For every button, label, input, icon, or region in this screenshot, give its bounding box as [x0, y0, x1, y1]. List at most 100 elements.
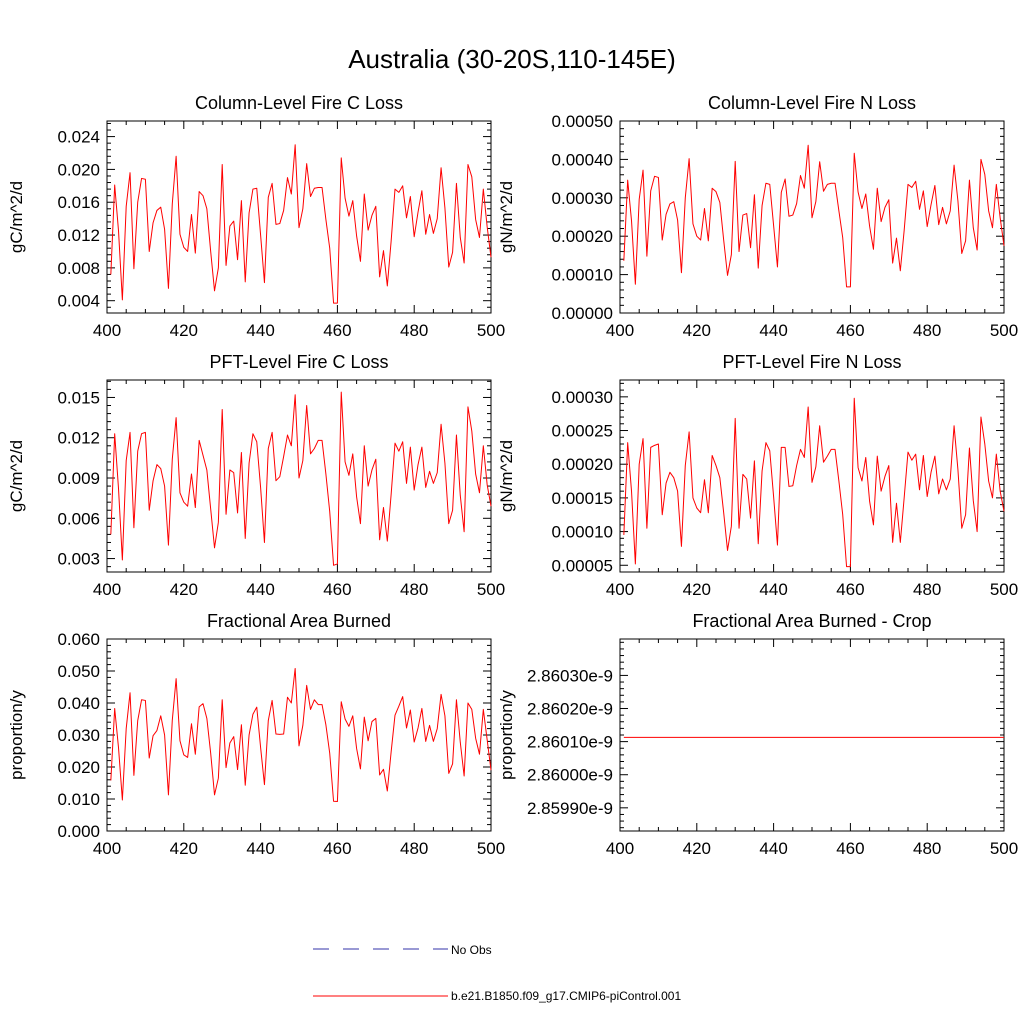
x-tick-label: 400 — [93, 839, 121, 858]
y-tick-label: 0.003 — [57, 550, 100, 569]
x-tick-label: 460 — [836, 321, 864, 340]
chart-panel-5: 400 420 440 460 480 500 0.000 0.010 0.020 0.030 0.… — [7, 611, 505, 858]
y-tick-label: 0.00050 — [552, 112, 613, 131]
x-tick-label: 460 — [836, 839, 864, 858]
x-tick-label: 460 — [323, 321, 351, 340]
y-tick-label: 0.012 — [57, 429, 100, 448]
y-tick-label: 0.030 — [57, 726, 100, 745]
y-tick-label: 2.85990e-9 — [527, 799, 613, 818]
y-tick-label: 2.86020e-9 — [527, 700, 613, 719]
panel-title: Column-Level Fire N Loss — [708, 93, 916, 113]
series-line — [623, 397, 1005, 568]
series-line — [623, 144, 1005, 288]
legend-label-model: b.e21.B1850.f09_g17.CMIP6-piControl.001 — [451, 989, 681, 1003]
x-tick-label: 440 — [246, 839, 274, 858]
y-tick-label: 0.00030 — [552, 388, 613, 407]
chart-panel-3: 400 420 440 460 480 500 0.003 0.006 0.009 0.012 0.… — [7, 352, 505, 599]
y-tick-label: 0.024 — [57, 128, 100, 147]
legend: No Obs b.e21.B1850.f09_g17.CMIP6-piContro… — [313, 943, 681, 1003]
x-tick-label: 440 — [759, 839, 787, 858]
panel-title: PFT-Level Fire C Loss — [209, 352, 388, 372]
x-tick-label: 480 — [400, 839, 428, 858]
series-line — [110, 144, 492, 304]
chart-panel-4: 400 420 440 460 480 500 0.00005 0.00010 0.00015 0… — [497, 352, 1018, 599]
y-tick-label: 0.00005 — [552, 556, 613, 575]
y-tick-label: 0.004 — [57, 292, 100, 311]
x-tick-label: 400 — [606, 839, 634, 858]
x-tick-label: 440 — [759, 321, 787, 340]
x-tick-label: 480 — [400, 321, 428, 340]
y-axis-label: gC/m^2/d — [7, 181, 26, 253]
x-tick-label: 420 — [683, 580, 711, 599]
x-tick-label: 420 — [170, 321, 198, 340]
x-tick-label: 500 — [477, 839, 505, 858]
y-tick-label: 0.00000 — [552, 304, 613, 323]
y-tick-label: 0.015 — [57, 388, 100, 407]
legend-label-no-obs: No Obs — [451, 943, 492, 957]
y-tick-label: 0.00020 — [552, 455, 613, 474]
panel-title: Column-Level Fire C Loss — [195, 93, 403, 113]
y-tick-label: 0.00010 — [552, 523, 613, 542]
y-tick-label: 0.00025 — [552, 422, 613, 441]
x-tick-label: 500 — [990, 839, 1018, 858]
x-tick-label: 400 — [93, 321, 121, 340]
y-tick-label: 0.008 — [57, 259, 100, 278]
x-tick-label: 500 — [990, 580, 1018, 599]
y-tick-label: 0.00015 — [552, 489, 613, 508]
x-tick-label: 480 — [913, 839, 941, 858]
x-tick-label: 460 — [836, 580, 864, 599]
y-tick-label: 0.000 — [57, 822, 100, 841]
y-axis-label: gN/m^2/d — [497, 440, 516, 512]
series-line — [110, 391, 492, 566]
y-axis-label: proportion/y — [7, 690, 26, 780]
y-tick-label: 0.050 — [57, 662, 100, 681]
series-line — [110, 667, 492, 803]
x-tick-label: 420 — [170, 839, 198, 858]
x-tick-label: 400 — [606, 321, 634, 340]
y-tick-label: 0.00030 — [552, 189, 613, 208]
y-tick-label: 0.00020 — [552, 227, 613, 246]
x-tick-label: 480 — [913, 580, 941, 599]
x-tick-label: 500 — [990, 321, 1018, 340]
x-tick-label: 480 — [913, 321, 941, 340]
chart-panel-6: 400 420 440 460 480 500 2.85990e-9 2.86000e-9 2.… — [497, 611, 1018, 858]
y-tick-label: 0.00010 — [552, 266, 613, 285]
x-tick-label: 440 — [246, 321, 274, 340]
x-tick-label: 420 — [170, 580, 198, 599]
x-tick-label: 420 — [683, 321, 711, 340]
y-tick-label: 0.020 — [57, 758, 100, 777]
y-tick-label: 0.016 — [57, 193, 100, 212]
x-tick-label: 500 — [477, 321, 505, 340]
x-tick-label: 460 — [323, 839, 351, 858]
y-tick-label: 0.060 — [57, 630, 100, 649]
y-tick-label: 0.009 — [57, 469, 100, 488]
y-tick-label: 0.00040 — [552, 150, 613, 169]
panel-title: Fractional Area Burned - Crop — [692, 611, 931, 631]
x-tick-label: 440 — [246, 580, 274, 599]
x-tick-label: 440 — [759, 580, 787, 599]
panel-title: PFT-Level Fire N Loss — [722, 352, 901, 372]
chart-panel-2: 400 420 440 460 480 500 0.00000 0.00010 0.00020 0… — [497, 93, 1018, 340]
y-axis-label: gC/m^2/d — [7, 440, 26, 512]
y-axis-label: gN/m^2/d — [497, 181, 516, 253]
x-tick-label: 480 — [400, 580, 428, 599]
y-axis-label: proportion/y — [497, 690, 516, 780]
y-tick-label: 0.012 — [57, 226, 100, 245]
y-tick-label: 2.86030e-9 — [527, 666, 613, 685]
y-tick-label: 2.86000e-9 — [527, 766, 613, 785]
y-tick-label: 0.020 — [57, 160, 100, 179]
y-tick-label: 0.040 — [57, 694, 100, 713]
main-title: Australia (30-20S,110-145E) — [348, 44, 676, 74]
x-tick-label: 460 — [323, 580, 351, 599]
chart-panel-1: 400 420 440 460 480 500 0.004 0.008 0.012 0.016 0.… — [7, 93, 505, 340]
x-tick-label: 400 — [606, 580, 634, 599]
y-tick-label: 2.86010e-9 — [527, 733, 613, 752]
y-tick-label: 0.006 — [57, 509, 100, 528]
x-tick-label: 400 — [93, 580, 121, 599]
x-tick-label: 500 — [477, 580, 505, 599]
plot-frame — [619, 638, 1005, 832]
x-tick-label: 420 — [683, 839, 711, 858]
panel-title: Fractional Area Burned — [207, 611, 391, 631]
y-tick-label: 0.010 — [57, 790, 100, 809]
